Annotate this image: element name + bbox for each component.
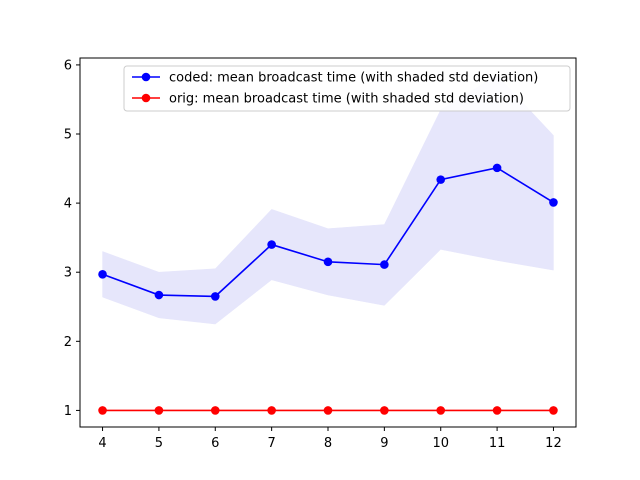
data-point-series-0-4 (323, 257, 333, 267)
legend-box (123, 65, 571, 112)
y-tick-label-2: 3 (64, 266, 72, 281)
x-axis: 4 5 6 7 8 9 10 11 12 (98, 427, 562, 451)
data-point-series-0-1 (154, 290, 164, 300)
data-point-series-0-7 (492, 163, 502, 173)
legend-marker-0 (141, 72, 151, 82)
series-markers (98, 163, 558, 415)
y-tick-label-0: 1 (64, 404, 72, 419)
std-band-series-0 (102, 74, 554, 325)
data-point-series-0-6 (436, 175, 446, 184)
data-point-series-1-0 (98, 406, 107, 415)
data-point-series-1-3 (267, 406, 276, 415)
x-tick-label-0: 4 (98, 436, 106, 451)
x-tick-label-3: 7 (267, 436, 275, 451)
x-tick-label-6: 10 (432, 436, 449, 451)
legend-label-0: coded: mean broadcast time (with shaded … (169, 71, 538, 86)
y-tick-label-4: 5 (64, 128, 72, 143)
y-tick-label-3: 4 (64, 197, 72, 212)
data-point-series-1-8 (549, 406, 558, 415)
data-point-series-1-4 (323, 406, 333, 415)
data-point-series-0-8 (549, 198, 558, 207)
data-point-series-0-5 (380, 260, 389, 269)
x-tick-label-2: 6 (211, 436, 219, 451)
x-tick-label-1: 5 (155, 436, 163, 451)
y-tick-label-1: 2 (64, 335, 72, 350)
legend-label-1: orig: mean broadcast time (with shaded s… (169, 92, 524, 107)
legend: coded: mean broadcast time (with shaded … (123, 65, 571, 112)
x-tick-label-8: 12 (545, 436, 562, 451)
data-point-series-0-3 (267, 240, 276, 249)
x-tick-label-5: 9 (380, 436, 388, 451)
data-point-series-0-2 (210, 292, 220, 301)
x-tick-label-7: 11 (489, 436, 506, 451)
y-tick-label-5: 6 (64, 58, 72, 73)
data-point-series-1-1 (154, 406, 164, 415)
data-point-series-1-6 (436, 406, 446, 415)
data-point-series-1-5 (380, 406, 389, 415)
data-point-series-1-2 (210, 406, 220, 415)
legend-marker-1 (141, 93, 151, 103)
std-deviation-bands (102, 74, 554, 325)
data-point-series-1-7 (492, 406, 502, 415)
y-axis: 1 2 3 4 5 6 (64, 58, 80, 419)
x-tick-label-4: 8 (324, 436, 332, 451)
data-point-series-0-0 (98, 269, 107, 279)
